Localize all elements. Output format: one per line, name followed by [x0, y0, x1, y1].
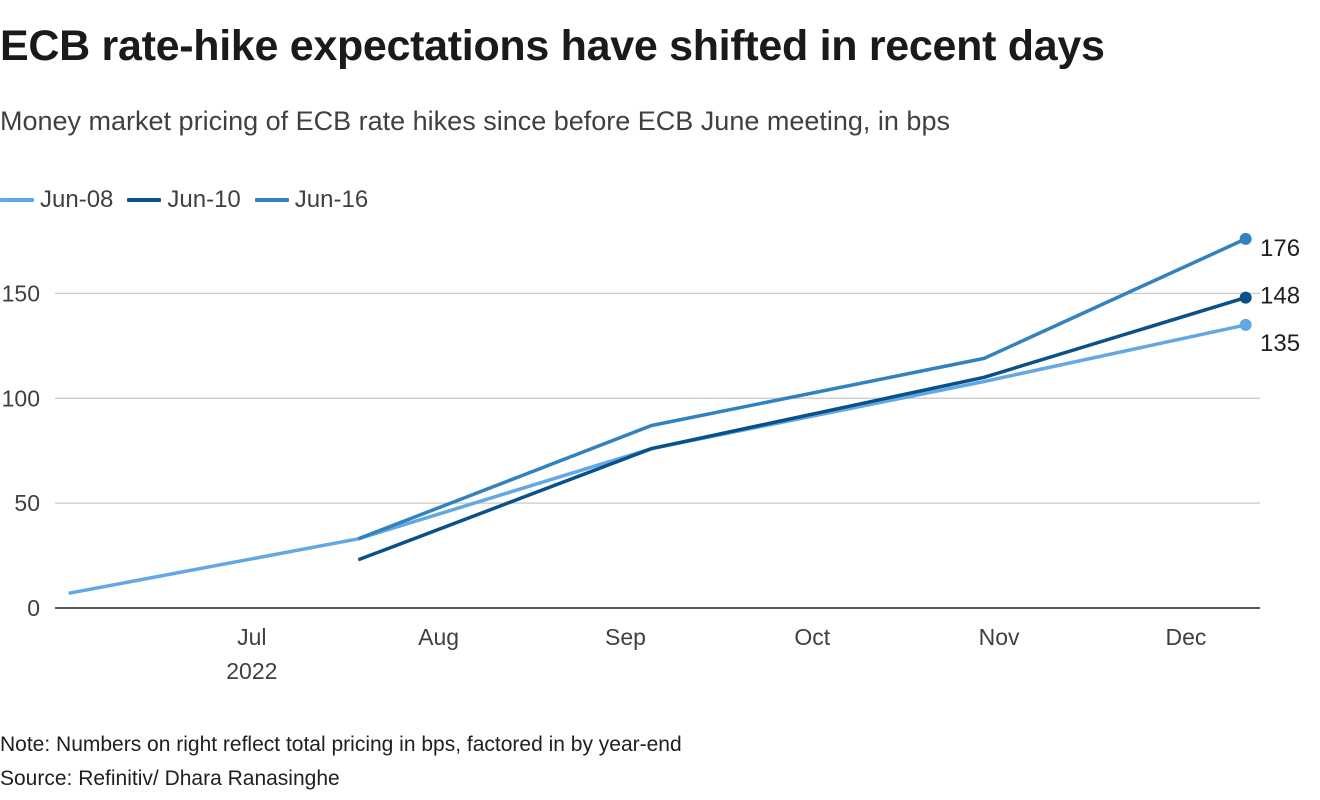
legend-item-jun08: Jun-08 [0, 186, 113, 214]
series-line-jun10 [357, 295, 1247, 562]
series-line-jun08 [68, 323, 1247, 596]
series-end-marker-jun08 [1239, 318, 1252, 331]
x-tick-label-nov: Nov [979, 624, 1020, 650]
chart-source: Source: Refinitiv/ Dhara Ranasinghe [0, 767, 340, 790]
x-tick-label-aug: Aug [418, 624, 459, 650]
legend-swatch-jun10 [127, 198, 162, 202]
x-tick-label-sep: Sep [605, 624, 646, 650]
legend-label-jun16: Jun-16 [294, 186, 369, 213]
chart-note: Note: Numbers on right reflect total pri… [0, 733, 682, 756]
legend-label-jun10: Jun-10 [167, 186, 241, 213]
x-tick-sublabel-year: 2022 [226, 658, 277, 684]
x-tick-label-oct: Oct [794, 624, 830, 650]
legend-label-jun08: Jun-08 [40, 186, 114, 213]
chart-subtitle: Money market pricing of ECB rate hikes s… [0, 106, 950, 136]
x-tick-label-dec: Dec [1165, 624, 1206, 650]
y-tick-label-50: 50 [14, 490, 40, 516]
chart-title: ECB rate-hike expectations have shifted … [0, 22, 1105, 70]
series-end-label-jun10: 148 [1260, 283, 1300, 310]
series-end-label-jun16: 176 [1260, 235, 1300, 262]
series-end-marker-jun16 [1239, 232, 1252, 245]
x-tick-label-jul: Jul [237, 624, 266, 650]
legend-swatch-jun16 [254, 198, 289, 202]
y-tick-label-100: 100 [2, 385, 40, 411]
y-tick-label-0: 0 [27, 595, 40, 621]
legend-item-jun16: Jun-16 [254, 186, 369, 214]
legend-swatch-jun08 [0, 198, 34, 202]
legend-item-jun10: Jun-10 [127, 186, 241, 214]
series-line-jun16 [357, 237, 1247, 541]
chart-legend: Jun-08 Jun-10 Jun-16 [0, 186, 382, 214]
series-end-label-jun08: 135 [1260, 330, 1300, 357]
series-end-marker-jun10 [1239, 291, 1252, 304]
y-tick-label-150: 150 [2, 280, 40, 306]
